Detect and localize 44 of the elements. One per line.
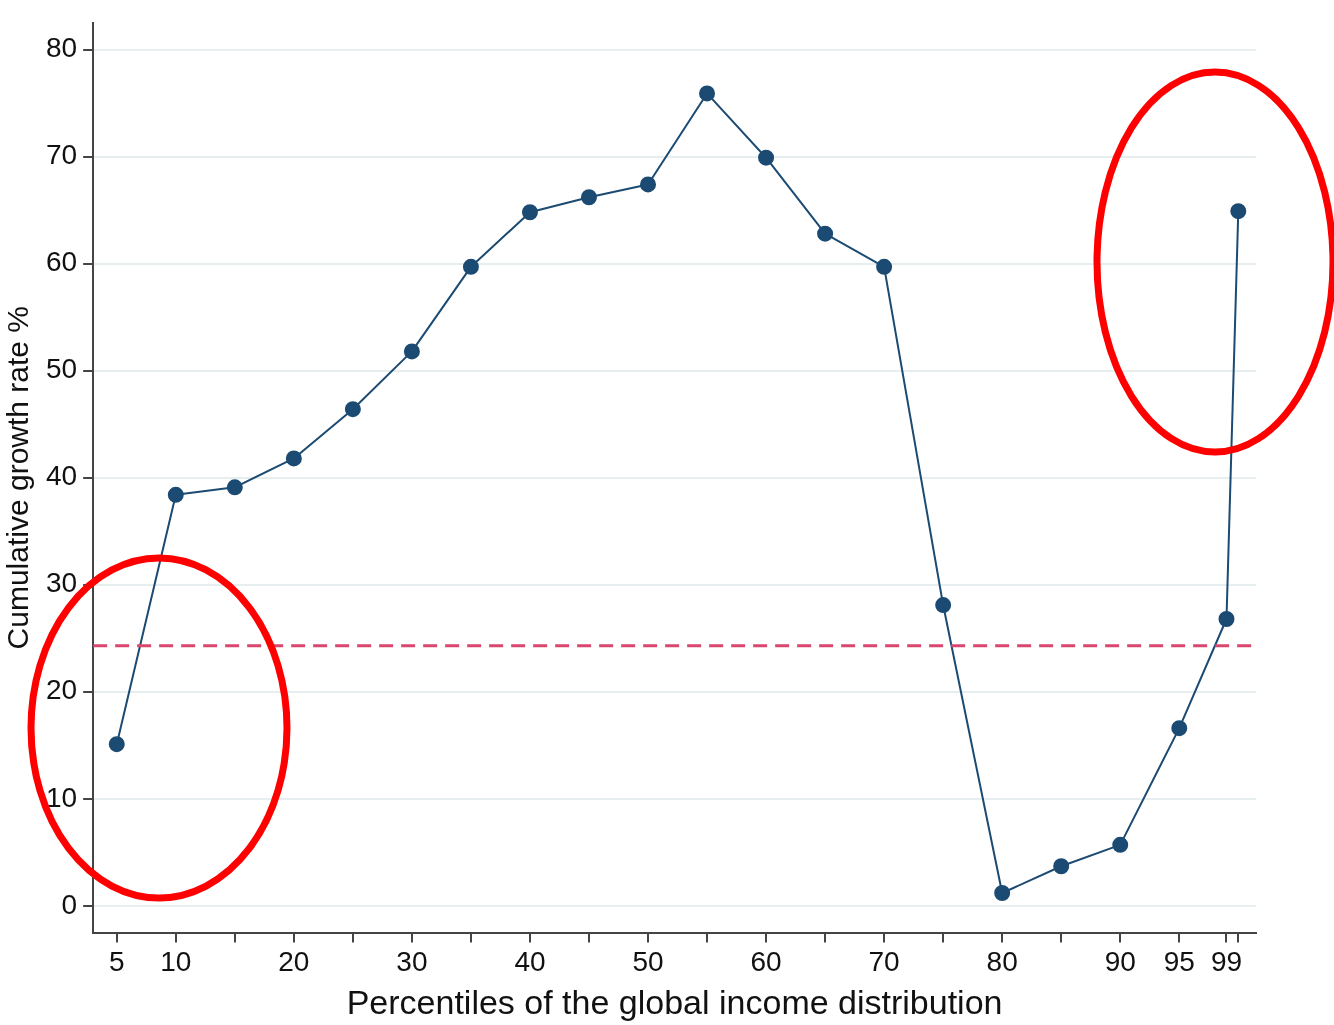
point (699, 85, 716, 102)
point (935, 597, 952, 614)
x-tick-label: 20 (278, 946, 310, 978)
point (758, 149, 775, 166)
x-tick-label: 99 (1210, 946, 1243, 978)
x-tick-label: 10 (160, 946, 192, 978)
point (1171, 720, 1188, 737)
x-tick-label: 80 (986, 946, 1018, 978)
y-tick-label: 30 (45, 567, 78, 599)
point (462, 258, 479, 275)
point (167, 486, 184, 503)
x-tick-label: 90 (1104, 946, 1136, 978)
y-tick-label: 20 (45, 674, 78, 706)
point (226, 479, 243, 496)
point (640, 176, 657, 193)
y-tick-label: 10 (45, 781, 78, 813)
x-axis-title: Percentiles of the global income distribution (346, 982, 1003, 1021)
y-tick-label: 60 (45, 246, 78, 278)
point (285, 450, 302, 467)
point (1218, 610, 1235, 627)
x-tick-label: 50 (632, 946, 664, 978)
point (344, 401, 361, 418)
point (521, 204, 538, 221)
point (876, 258, 893, 275)
y-tick-label: 40 (45, 460, 78, 492)
x-tick-label: 30 (396, 946, 428, 978)
y-tick-label: 80 (45, 32, 78, 64)
x-tick-label: 95 (1163, 946, 1195, 978)
point (994, 885, 1011, 901)
point (1053, 858, 1070, 875)
y-tick-label: 0 (61, 888, 78, 920)
point (108, 736, 125, 753)
x-tick-label: 70 (868, 946, 900, 978)
point (1230, 203, 1247, 220)
x-tick-label: 60 (750, 946, 782, 978)
x-tick-label: 40 (514, 946, 546, 978)
x-tick-label: 5 (108, 946, 125, 978)
point (580, 189, 597, 206)
y-tick-label: 50 (45, 353, 78, 385)
point (1112, 836, 1129, 853)
y-axis-title: Cumulative growth rate % (1, 305, 35, 650)
y-tick-label: 70 (45, 139, 78, 171)
point (817, 225, 834, 242)
point (403, 343, 420, 360)
